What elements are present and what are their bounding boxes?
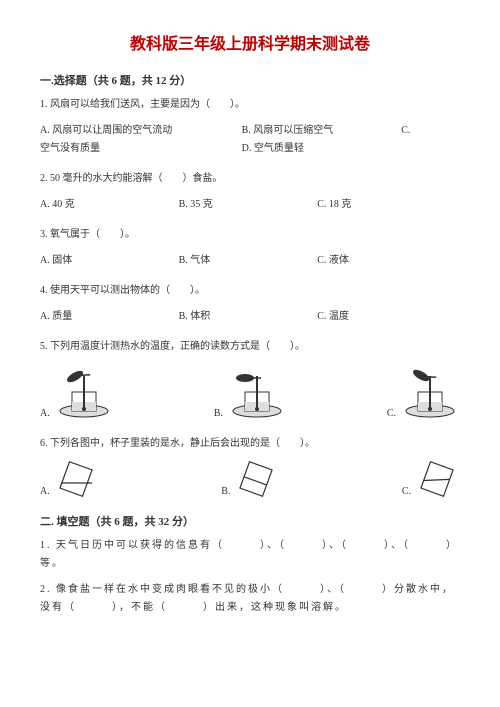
q5-opt-c: C.: [387, 408, 396, 419]
thermometer-diagram-tilt-left-icon: [54, 364, 114, 419]
q2-options: A. 40 克 B. 35 克 C. 18 克: [40, 196, 460, 214]
q6-opt-a: A.: [40, 486, 50, 497]
q1-opt-d: D. 空气质量轻: [242, 140, 304, 158]
q1-opt-c-rest: 空气没有质量: [40, 140, 242, 158]
q4-text: 4. 使用天平可以测出物体的（ ）。: [40, 282, 460, 300]
section1-header: 一.选择题（共 6 题，共 12 分）: [40, 72, 460, 88]
q4-opt-a: A. 质量: [40, 308, 179, 326]
q5-opt-a: A.: [40, 408, 50, 419]
q4-options: A. 质量 B. 体积 C. 温度: [40, 308, 460, 326]
q1-options: A. 风扇可以让周围的空气流动 B. 风扇可以压缩空气 C. 空气没有质量 D.…: [40, 122, 460, 158]
tilted-cup-slanted-water-icon: [234, 461, 279, 497]
exam-title: 教科版三年级上册科学期末测试卷: [40, 30, 460, 54]
q6-opt-b: B.: [221, 486, 230, 497]
s2-q2: 2. 像食盐一样在水中变成肉眼看不见的极小（ ）、（ ）分散水中，没有（ ），不…: [40, 581, 460, 617]
q2-opt-c: C. 18 克: [317, 196, 456, 214]
q2-opt-a: A. 40 克: [40, 196, 179, 214]
q3-opt-a: A. 固体: [40, 252, 179, 270]
q1-opt-a: A. 风扇可以让周围的空气流动: [40, 122, 242, 140]
section2-header: 二. 填空题（共 6 题，共 32 分）: [40, 513, 460, 529]
thermometer-diagram-horizontal-icon: [227, 364, 287, 419]
q1-opt-c-prefix: C.: [401, 122, 460, 140]
q2-text: 2. 50 毫升的水大约能溶解（ ）食盐。: [40, 170, 460, 188]
q6-diagrams: A. B. C.: [40, 461, 460, 497]
q3-text: 3. 氧气属于（ ）。: [40, 226, 460, 244]
q5-opt-b: B.: [214, 408, 223, 419]
q4-opt-c: C. 温度: [317, 308, 456, 326]
s2-q1: 1. 天气日历中可以获得的信息有（ ）、（ ）、（ ）、（ ）等。: [40, 537, 460, 573]
q5-diagrams: A. B.: [40, 364, 460, 419]
q2-opt-b: B. 35 克: [179, 196, 318, 214]
q1-text: 1. 风扇可以给我们送风，主要是因为（ ）。: [40, 96, 460, 114]
q6-opt-c: C.: [402, 486, 411, 497]
tilted-cup-reverse-slant-icon: [415, 461, 460, 497]
q1-opt-b: B. 风扇可以压缩空气: [242, 122, 402, 140]
q6-text: 6. 下列各图中，杯子里装的是水，静止后会出现的是（ ）。: [40, 435, 460, 453]
q3-opt-c: C. 液体: [317, 252, 456, 270]
q4-opt-b: B. 体积: [179, 308, 318, 326]
tilted-cup-horizontal-water-icon: [54, 461, 99, 497]
q3-opt-b: B. 气体: [179, 252, 318, 270]
q3-options: A. 固体 B. 气体 C. 液体: [40, 252, 460, 270]
q5-text: 5. 下列用温度计测热水的温度，正确的读数方式是（ ）。: [40, 338, 460, 356]
thermometer-diagram-tilt-right-icon: [400, 364, 460, 419]
